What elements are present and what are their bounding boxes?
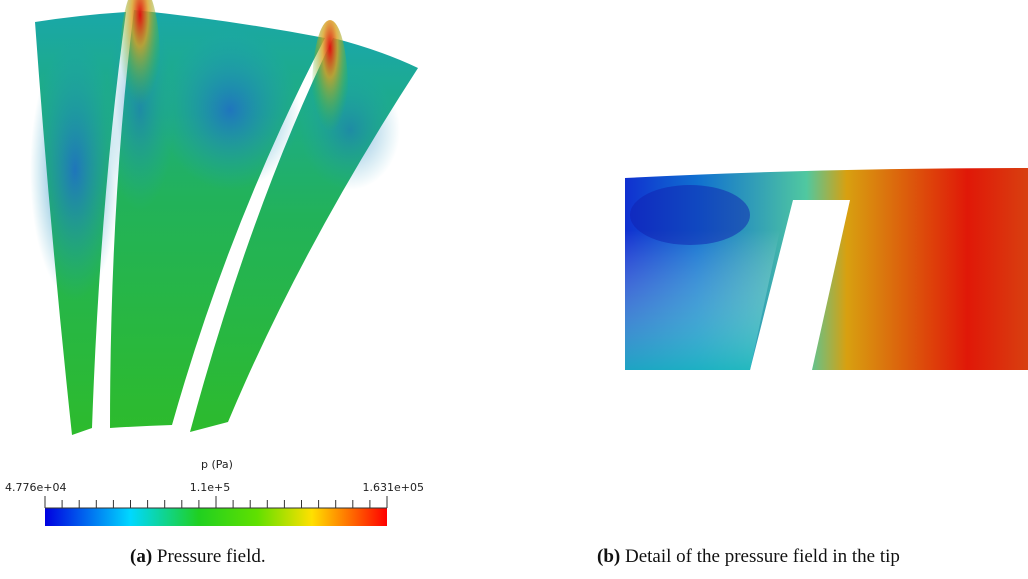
caption-text: Pressure field. <box>156 546 266 567</box>
caption-label: (a) <box>130 546 153 567</box>
colorbar-title: p (Pa) <box>201 458 233 471</box>
caption-b: (b) Detail of the pressure field in the … <box>597 546 1028 568</box>
tip-low <box>630 185 750 245</box>
colorbar: p (Pa) 4.776e+04 1.1e+5 1.631e+05 <box>5 458 424 526</box>
colorbar-gradient <box>45 508 387 526</box>
caption-a: (a) Pressure field. <box>130 546 266 568</box>
colorbar-max-label: 1.631e+05 <box>363 481 424 494</box>
pressure-field <box>30 0 418 435</box>
tip-detail <box>625 168 1028 370</box>
caption-label: (b) <box>597 546 621 567</box>
colorbar-mid-label: 1.1e+5 <box>190 481 230 494</box>
colorbar-min-label: 4.776e+04 <box>5 481 66 494</box>
caption-text: Detail of the pressure field in the tip <box>624 546 900 567</box>
tip-shade <box>625 230 780 370</box>
